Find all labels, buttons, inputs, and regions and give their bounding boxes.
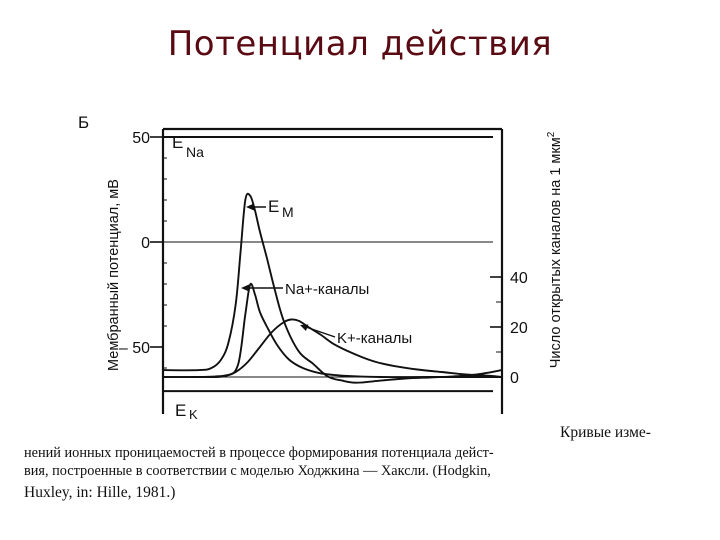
y2-axis-title: Число открытых каналов на 1 мкм2 <box>546 131 564 368</box>
y2-tick-label: 40 <box>510 270 528 287</box>
slide-title: Потенциал действия <box>167 24 553 64</box>
label-em-main: E <box>268 197 279 216</box>
y2-tick-label: 20 <box>510 320 528 337</box>
series-line-na-channels <box>162 282 502 379</box>
caption-line-4: Huxley, in: Hille, 1981.) <box>24 484 176 501</box>
label-ek-main: E <box>175 401 186 420</box>
label-k-channels: K+-каналы <box>337 330 412 347</box>
label-em-sub: M <box>282 204 294 220</box>
label-ek-sub: K <box>189 407 198 422</box>
y2-axis-title-sup: 2 <box>546 131 557 137</box>
panel-label: Б <box>78 113 89 132</box>
y2-tick-label: 0 <box>510 370 519 387</box>
series-line-k-channels <box>162 318 503 379</box>
na-pointer-head <box>241 284 249 292</box>
em-pointer-head <box>246 203 254 211</box>
label-ena-main: E <box>172 133 183 152</box>
label-em: E M <box>268 197 294 220</box>
label-na-channels: Na+-каналы <box>285 281 369 298</box>
label-ena: E Na <box>172 133 204 160</box>
k-pointer <box>302 325 336 338</box>
y-tick-label: – 50 <box>119 340 150 357</box>
caption-line-3: вия, построенные в соответствии с модель… <box>24 463 491 479</box>
y-tick-label: 0 <box>141 235 150 252</box>
k-pointer-head <box>300 324 309 331</box>
label-ena-sub: Na <box>186 144 204 160</box>
y-axis-title: Мембранный потенциал, мВ <box>106 179 122 371</box>
y2-axis-title-text: Число открытых каналов на 1 мкм <box>548 137 564 368</box>
caption-line-1: Кривые изме- <box>560 424 651 441</box>
caption-line-2: нений ионных проницаемостей в процессе ф… <box>24 445 494 461</box>
label-ek: E K <box>175 401 198 422</box>
y-tick-label: 50 <box>132 130 150 147</box>
